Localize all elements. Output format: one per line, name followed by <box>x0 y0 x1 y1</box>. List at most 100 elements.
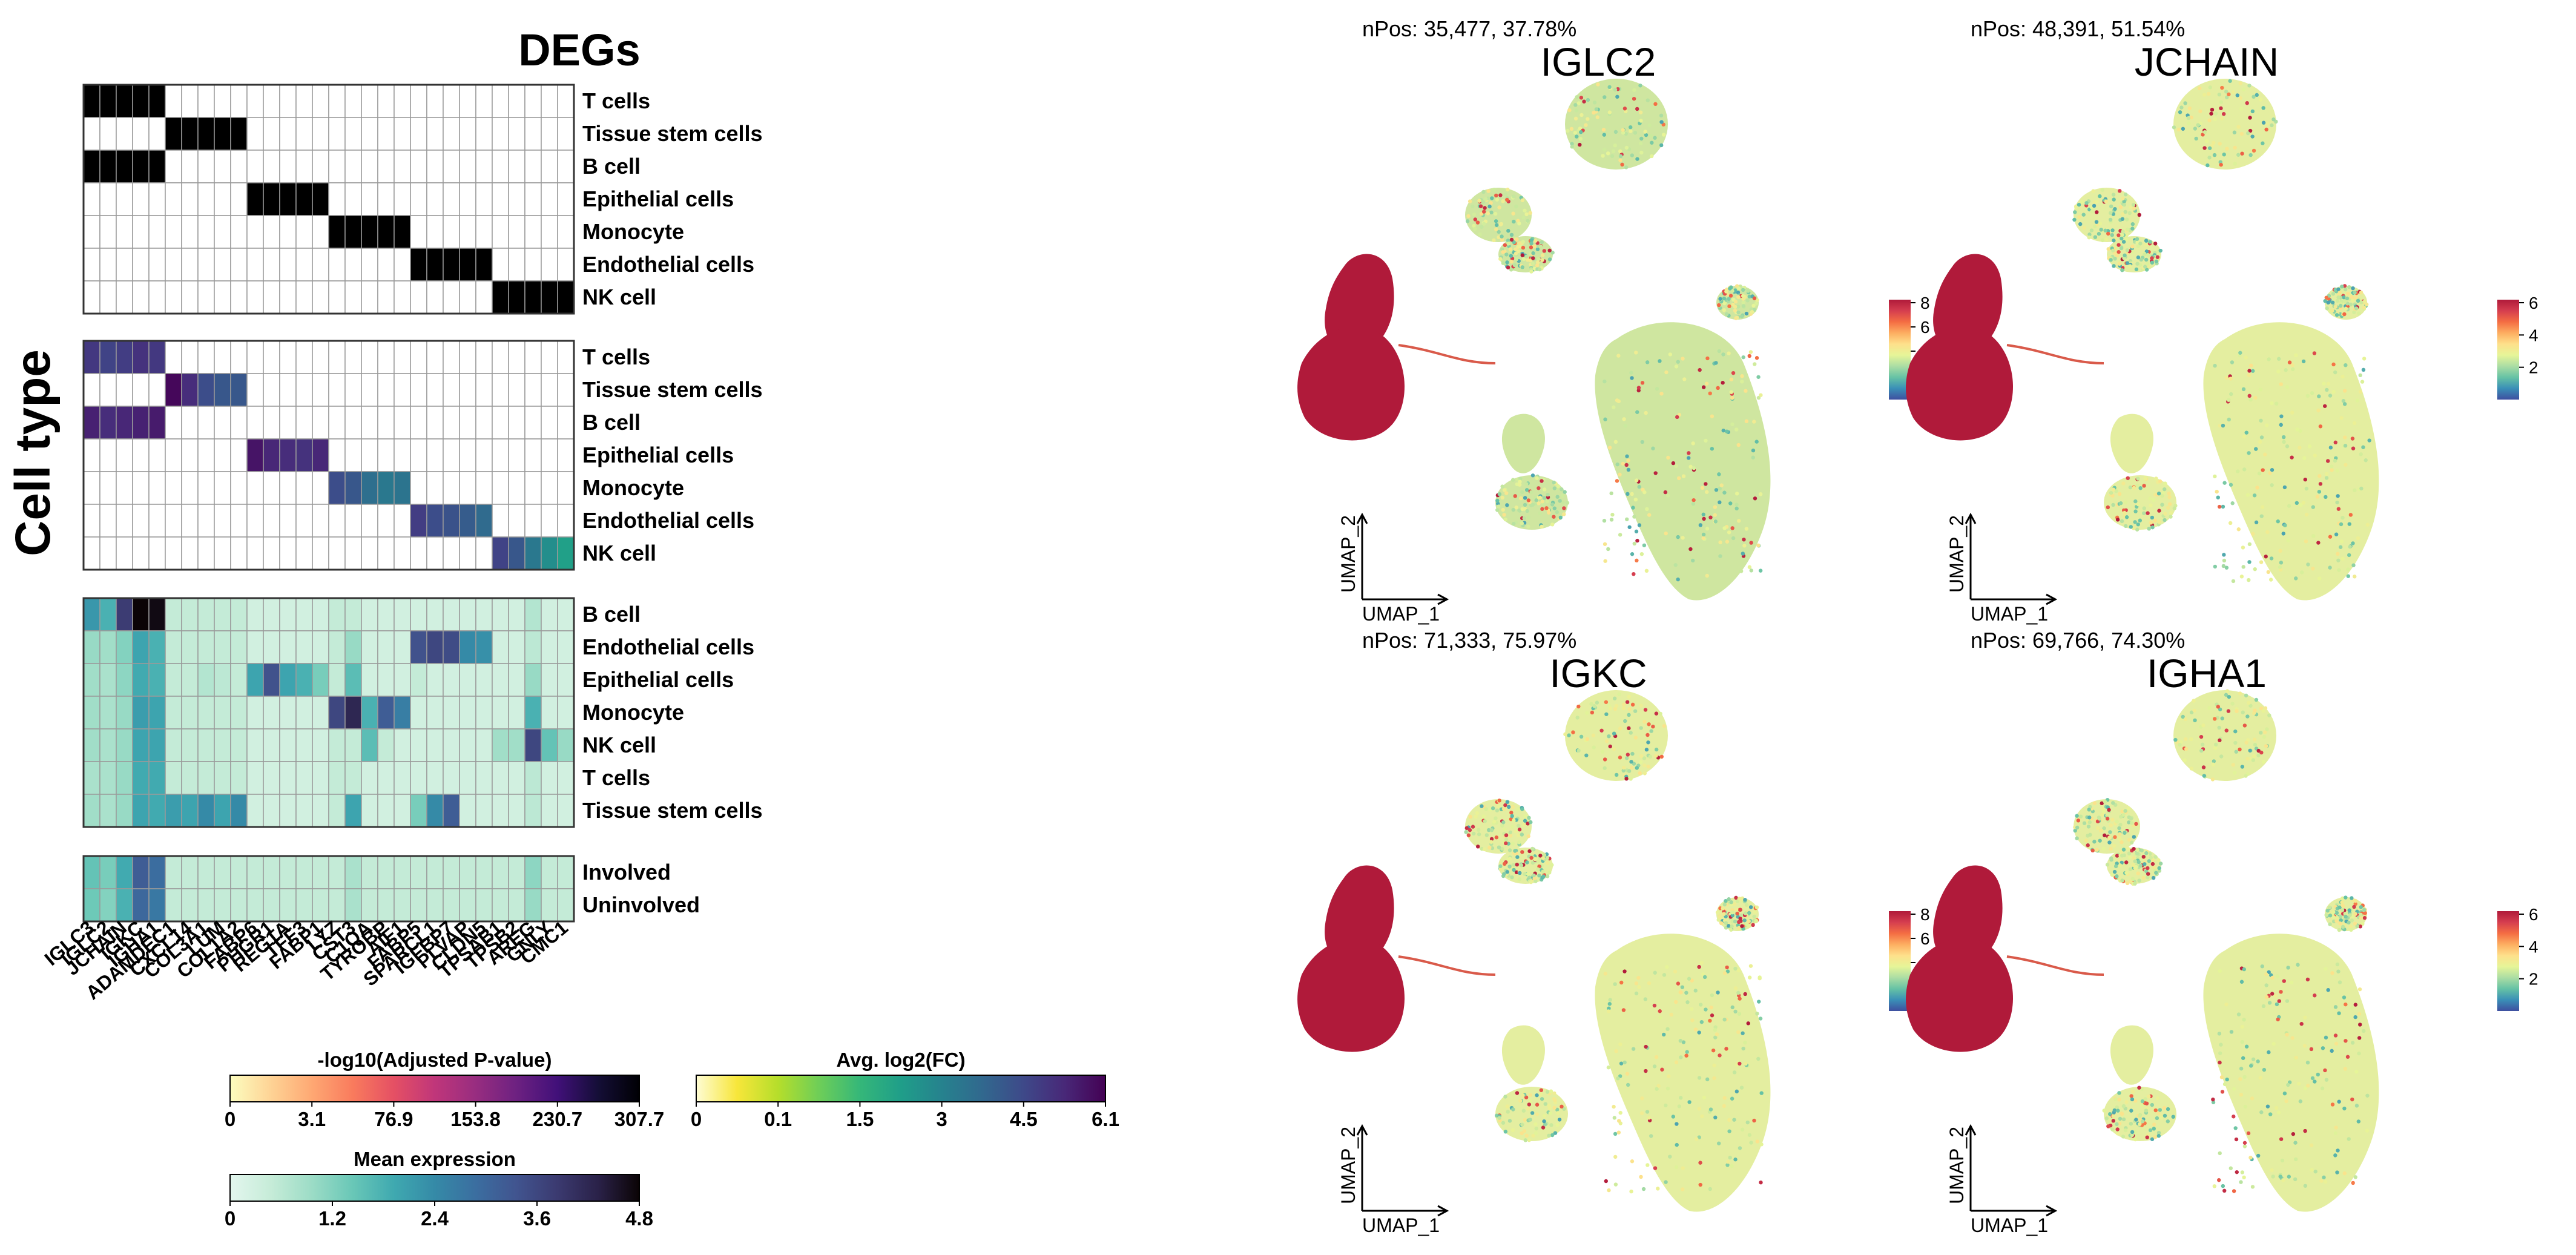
umap-point <box>2100 801 2104 806</box>
heatmap-cell <box>165 888 182 922</box>
heatmap-cell <box>394 888 411 922</box>
umap-point <box>1616 354 1621 358</box>
umap-point <box>1528 211 1532 215</box>
umap-point <box>1521 216 1526 220</box>
heatmap-cell <box>492 84 509 118</box>
umap-point <box>1516 823 1521 828</box>
umap-point <box>2233 740 2238 745</box>
heatmap-cell <box>263 761 280 795</box>
umap-point <box>1630 552 1635 556</box>
umap-point <box>1477 828 1481 832</box>
umap-point <box>2326 381 2331 386</box>
heatmap-cell <box>328 855 346 889</box>
umap-point <box>1501 250 1505 254</box>
umap-point <box>2346 291 2350 296</box>
umap-point <box>2220 85 2224 90</box>
heatmap-cell <box>148 150 166 183</box>
heatmap-cell <box>475 340 493 374</box>
umap-point <box>1742 544 1747 548</box>
umap-point <box>1741 304 1746 308</box>
heatmap-cell <box>279 504 297 538</box>
row-label: Uninvolved <box>582 892 700 917</box>
heatmap-cell <box>459 215 476 249</box>
umap-point <box>1536 859 1541 863</box>
umap-point <box>2246 1131 2251 1136</box>
heatmap-cell <box>394 373 411 407</box>
umap-point <box>1562 506 1566 510</box>
umap-point <box>2236 469 2240 473</box>
heatmap-cell <box>263 340 280 374</box>
umap-point <box>1741 294 1745 298</box>
umap-point <box>2192 708 2196 713</box>
umap-point <box>1523 496 1527 500</box>
heatmap-cell <box>148 280 166 314</box>
heatmap-cell <box>459 182 476 216</box>
umap-point <box>1515 855 1520 859</box>
heatmap-cell <box>410 406 427 440</box>
row-label: NK cell <box>582 541 656 565</box>
umap-point <box>1533 879 1538 883</box>
umap-point <box>1740 1127 1745 1132</box>
heatmap-cell <box>279 663 297 697</box>
umap-point <box>1578 142 1582 147</box>
umap-point <box>2106 1124 2110 1128</box>
umap-point <box>2207 146 2212 150</box>
row-label: NK cell <box>582 733 656 757</box>
umap-point <box>1649 729 1653 733</box>
umap-point <box>1721 381 1725 385</box>
umap-point <box>2365 1093 2370 1098</box>
umap-point <box>2367 438 2371 443</box>
heatmap-cell <box>295 248 313 282</box>
umap-point <box>2331 910 2336 914</box>
heatmap-cell <box>99 794 117 828</box>
umap-point <box>2337 1099 2341 1104</box>
row-label: Tissue stem cells <box>582 377 763 402</box>
heatmap-cell <box>181 630 199 664</box>
umap-point <box>1736 1030 1741 1035</box>
heatmap-cell <box>524 504 542 538</box>
umap-point <box>2270 1168 2274 1173</box>
heatmap-cell <box>492 150 509 183</box>
umap-point <box>1616 1076 1620 1081</box>
umap-point <box>1755 1139 1760 1144</box>
heatmap-cell <box>132 663 150 697</box>
umap-point <box>2261 106 2265 110</box>
umap-point <box>1680 985 1685 989</box>
umap-point <box>1535 263 1540 268</box>
heatmap-cell <box>148 761 166 795</box>
umap-point <box>2353 901 2357 906</box>
umap-point <box>1535 1093 1539 1098</box>
umap-point <box>2076 819 2081 823</box>
umap-point <box>1693 1027 1698 1032</box>
umap-y-arrow <box>1965 512 1977 599</box>
umap-point <box>1533 239 1538 243</box>
umap-point <box>1515 1091 1520 1095</box>
umap-point <box>1713 513 1717 517</box>
umap-point <box>1523 502 1527 507</box>
umap-point <box>2335 915 2340 920</box>
heatmap-cell <box>475 182 493 216</box>
heatmap-cell <box>508 888 525 922</box>
heatmap-cell <box>394 150 411 183</box>
umap-point <box>1542 487 1547 492</box>
umap-point <box>1570 145 1574 149</box>
umap-point <box>2087 820 2092 825</box>
umap-point <box>2293 1177 2298 1182</box>
umap-x-label: UMAP_1 <box>1362 1214 1440 1236</box>
heatmap-cell <box>557 888 575 922</box>
umap-point <box>1501 507 1505 512</box>
umap-point <box>1535 476 1539 480</box>
umap-point <box>1533 501 1538 506</box>
umap-point <box>2239 1093 2244 1097</box>
umap-point <box>1523 819 1527 823</box>
umap-point <box>1757 1000 1761 1004</box>
umap-point <box>2118 501 2123 506</box>
umap-point <box>2217 504 2222 509</box>
heatmap-cell <box>197 280 215 314</box>
umap-point <box>1607 1006 1611 1010</box>
umap-point <box>1480 225 1484 229</box>
umap-point <box>2342 995 2347 1000</box>
umap-point <box>2126 227 2130 232</box>
umap-point <box>1718 540 1722 545</box>
umap-point <box>2268 471 2272 475</box>
